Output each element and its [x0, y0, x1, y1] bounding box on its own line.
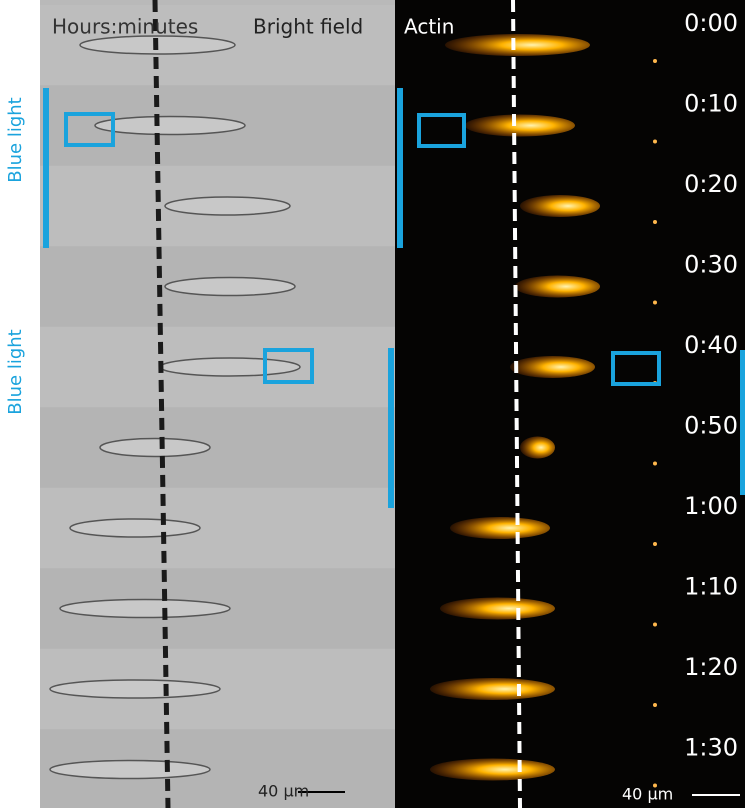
side-label: Blue light: [5, 329, 26, 414]
cell: [430, 758, 555, 781]
row-tile: [40, 407, 395, 488]
time-label: 0:20: [684, 170, 738, 198]
cell: [69, 518, 201, 538]
actin-panel: [395, 0, 745, 808]
dashed-line: [152, 0, 171, 808]
cell: [440, 597, 555, 620]
dashed-line: [511, 0, 522, 808]
cell: [94, 115, 246, 136]
light-bar: [740, 350, 745, 495]
cell: [450, 517, 550, 539]
cell: [515, 275, 600, 298]
cell: [159, 357, 301, 377]
cell: [59, 598, 231, 619]
time-label: 1:30: [684, 734, 738, 762]
cell: [445, 34, 590, 56]
cell: [465, 114, 575, 137]
particle: [653, 783, 657, 788]
time-label: 1:00: [684, 492, 738, 520]
cell: [49, 759, 211, 780]
scale-label: 40 µm: [622, 785, 673, 804]
cells: [40, 5, 657, 808]
time-label: 0:00: [684, 9, 738, 37]
time-label: 1:20: [684, 653, 738, 681]
side-label: Blue light: [5, 97, 26, 182]
scale-label: 40 µm: [258, 782, 309, 801]
particle: [653, 461, 657, 466]
light-bars: [43, 88, 745, 508]
particle: [653, 139, 657, 144]
cell: [99, 437, 211, 458]
cell: [49, 679, 221, 699]
header-label: Hours:minutes: [52, 15, 198, 39]
light-bar: [397, 88, 403, 248]
time-label: 0:40: [684, 331, 738, 359]
time-label: 0:50: [684, 412, 738, 440]
cell: [430, 678, 555, 700]
regions: [64, 112, 661, 386]
particle: [653, 703, 657, 707]
region-box: [417, 113, 466, 148]
light-bar: [388, 348, 394, 508]
particle: [653, 622, 657, 627]
region-box: [64, 112, 115, 147]
region-box: [263, 348, 314, 384]
cell: [164, 276, 296, 297]
cell: [520, 195, 600, 217]
particle: [653, 300, 657, 305]
cell: [164, 196, 291, 216]
time-label: 1:10: [684, 573, 738, 601]
header-label: Actin: [404, 15, 454, 39]
time-labels: 0:00 0:10 0:20 0:30 0:40 0:50 1:00 1:10 1:20 1:30: [684, 9, 738, 762]
header-label: Bright field: [253, 15, 363, 39]
time-label: 0:30: [684, 251, 738, 279]
time-label: 0:10: [684, 90, 738, 118]
particle: [653, 220, 657, 224]
region-box: [611, 351, 661, 386]
particle: [653, 542, 657, 546]
light-bar: [43, 88, 49, 248]
cell: [510, 356, 595, 378]
cell: [520, 436, 555, 459]
particle: [653, 59, 657, 63]
